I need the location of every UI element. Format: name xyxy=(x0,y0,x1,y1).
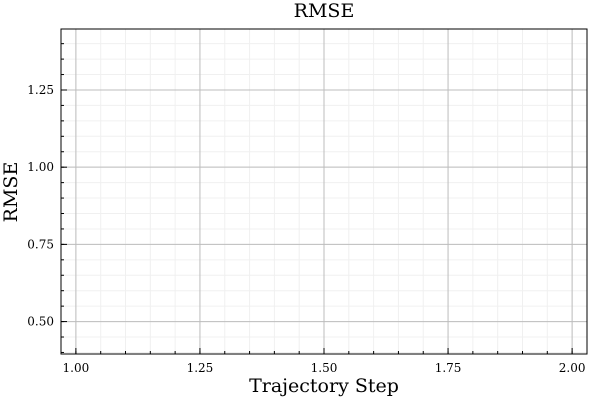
major-grid xyxy=(61,29,587,354)
chart-title: RMSE xyxy=(294,0,355,22)
y-tick-label: 0.75 xyxy=(27,237,54,251)
tick-labels: 1.00 1.25 1.50 1.75 2.00 0.50 0.75 1.00 1.25 xyxy=(27,83,585,375)
x-tick-label: 1.50 xyxy=(311,361,338,375)
x-tick-label: 2.00 xyxy=(559,361,586,375)
y-tick-label: 1.00 xyxy=(27,160,54,174)
y-tick-label: 0.50 xyxy=(27,315,54,329)
y-axis-label: RMSE xyxy=(0,162,22,223)
axis-ticks xyxy=(61,43,573,354)
y-tick-label: 1.25 xyxy=(27,83,54,97)
x-tick-label: 1.25 xyxy=(187,361,214,375)
x-axis-label: Trajectory Step xyxy=(249,375,399,397)
x-tick-label: 1.00 xyxy=(63,361,90,375)
x-tick-label: 1.75 xyxy=(435,361,462,375)
